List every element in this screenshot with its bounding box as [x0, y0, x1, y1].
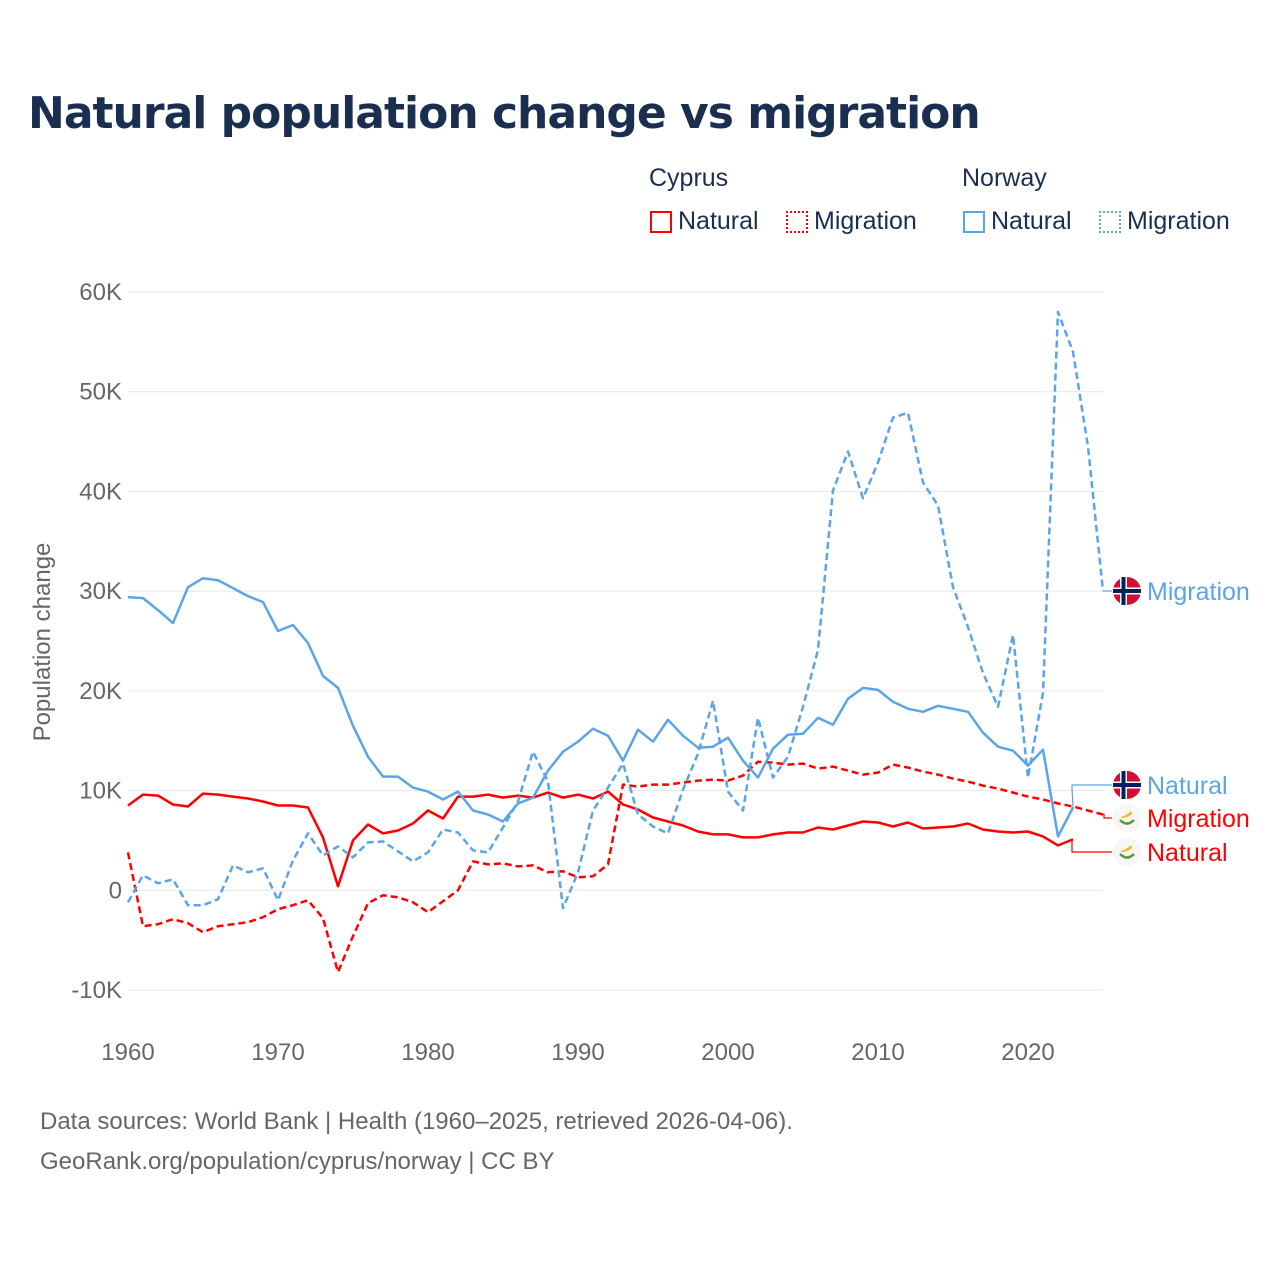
flag-cross-blue-v	[1121, 771, 1126, 799]
legend-group-cyprus: Cyprus	[649, 164, 729, 192]
chart-title: Natural population change vs migration	[28, 88, 981, 139]
legend-label: Migration	[814, 207, 917, 235]
cyprus-flag-icon	[1113, 804, 1141, 832]
legend-norway-natural[interactable]: Natural	[963, 207, 1072, 236]
y-tick-label: 30K	[79, 578, 122, 605]
leader-line	[1071, 838, 1112, 853]
flag-olive-branches	[1119, 853, 1135, 859]
y-tick-label: 60K	[79, 279, 122, 306]
flag-island	[1121, 845, 1132, 852]
legend-cyprus-natural[interactable]: Natural	[650, 207, 759, 236]
y-tick-label: 20K	[79, 678, 122, 705]
leader-line	[1071, 784, 1112, 808]
y-axis-label: Population change	[29, 543, 56, 742]
y-tick-label: 50K	[79, 379, 122, 406]
legend-swatch-dotted-red	[786, 210, 808, 233]
end-label-norway-migration: Migration	[1147, 578, 1250, 606]
flag-background	[1113, 804, 1141, 832]
end-label-norway-natural: Natural	[1147, 772, 1228, 800]
legend-group-norway: Norway	[962, 164, 1047, 192]
legend-swatch-solid-red	[650, 210, 672, 233]
legend-swatch-solid-blue	[963, 210, 985, 233]
x-tick-label: 2020	[1001, 1039, 1054, 1066]
end-label-cyprus-natural: Natural	[1147, 839, 1228, 867]
series-line-cyprus-migration	[126, 760, 1104, 974]
flag-background	[1113, 838, 1141, 866]
flag-cross-blue-h	[1113, 783, 1141, 787]
cyprus-flag-icon	[1113, 838, 1141, 866]
x-tick-label: 2000	[701, 1039, 754, 1066]
y-tick-label: -10K	[71, 977, 122, 1004]
footer-sources: Data sources: World Bank | Health (1960–…	[40, 1108, 793, 1135]
flag-cross-blue-v	[1121, 577, 1126, 605]
x-tick-label: 1960	[101, 1039, 154, 1066]
legend-label: Natural	[991, 207, 1072, 235]
y-tick-label: 10K	[79, 778, 122, 805]
series-line-norway-migration	[126, 310, 1105, 910]
leader-line	[1103, 813, 1112, 819]
y-tick-label: 40K	[79, 478, 122, 505]
flag-cross-blue-h	[1113, 589, 1141, 593]
y-tick-label: 0	[109, 877, 122, 904]
legend-label: Migration	[1127, 207, 1230, 235]
norway-flag-icon	[1113, 577, 1141, 605]
flag-island	[1121, 811, 1132, 818]
legend-cyprus-migration[interactable]: Migration	[786, 207, 917, 236]
footer-credit: GeoRank.org/population/cyprus/norway | C…	[40, 1148, 555, 1175]
series-line-norway-natural	[127, 576, 1075, 838]
norway-flag-icon	[1113, 771, 1141, 799]
x-tick-label: 2010	[851, 1039, 904, 1066]
legend-norway-migration[interactable]: Migration	[1099, 207, 1230, 236]
flag-olive-branches	[1119, 819, 1135, 825]
x-tick-label: 1980	[401, 1039, 454, 1066]
x-tick-label: 1970	[251, 1039, 304, 1066]
end-label-cyprus-migration: Migration	[1147, 805, 1250, 833]
legend-label: Natural	[678, 207, 759, 235]
series-line-cyprus-natural	[127, 790, 1074, 888]
legend-swatch-dotted-blue	[1099, 210, 1121, 233]
x-tick-label: 1990	[551, 1039, 604, 1066]
